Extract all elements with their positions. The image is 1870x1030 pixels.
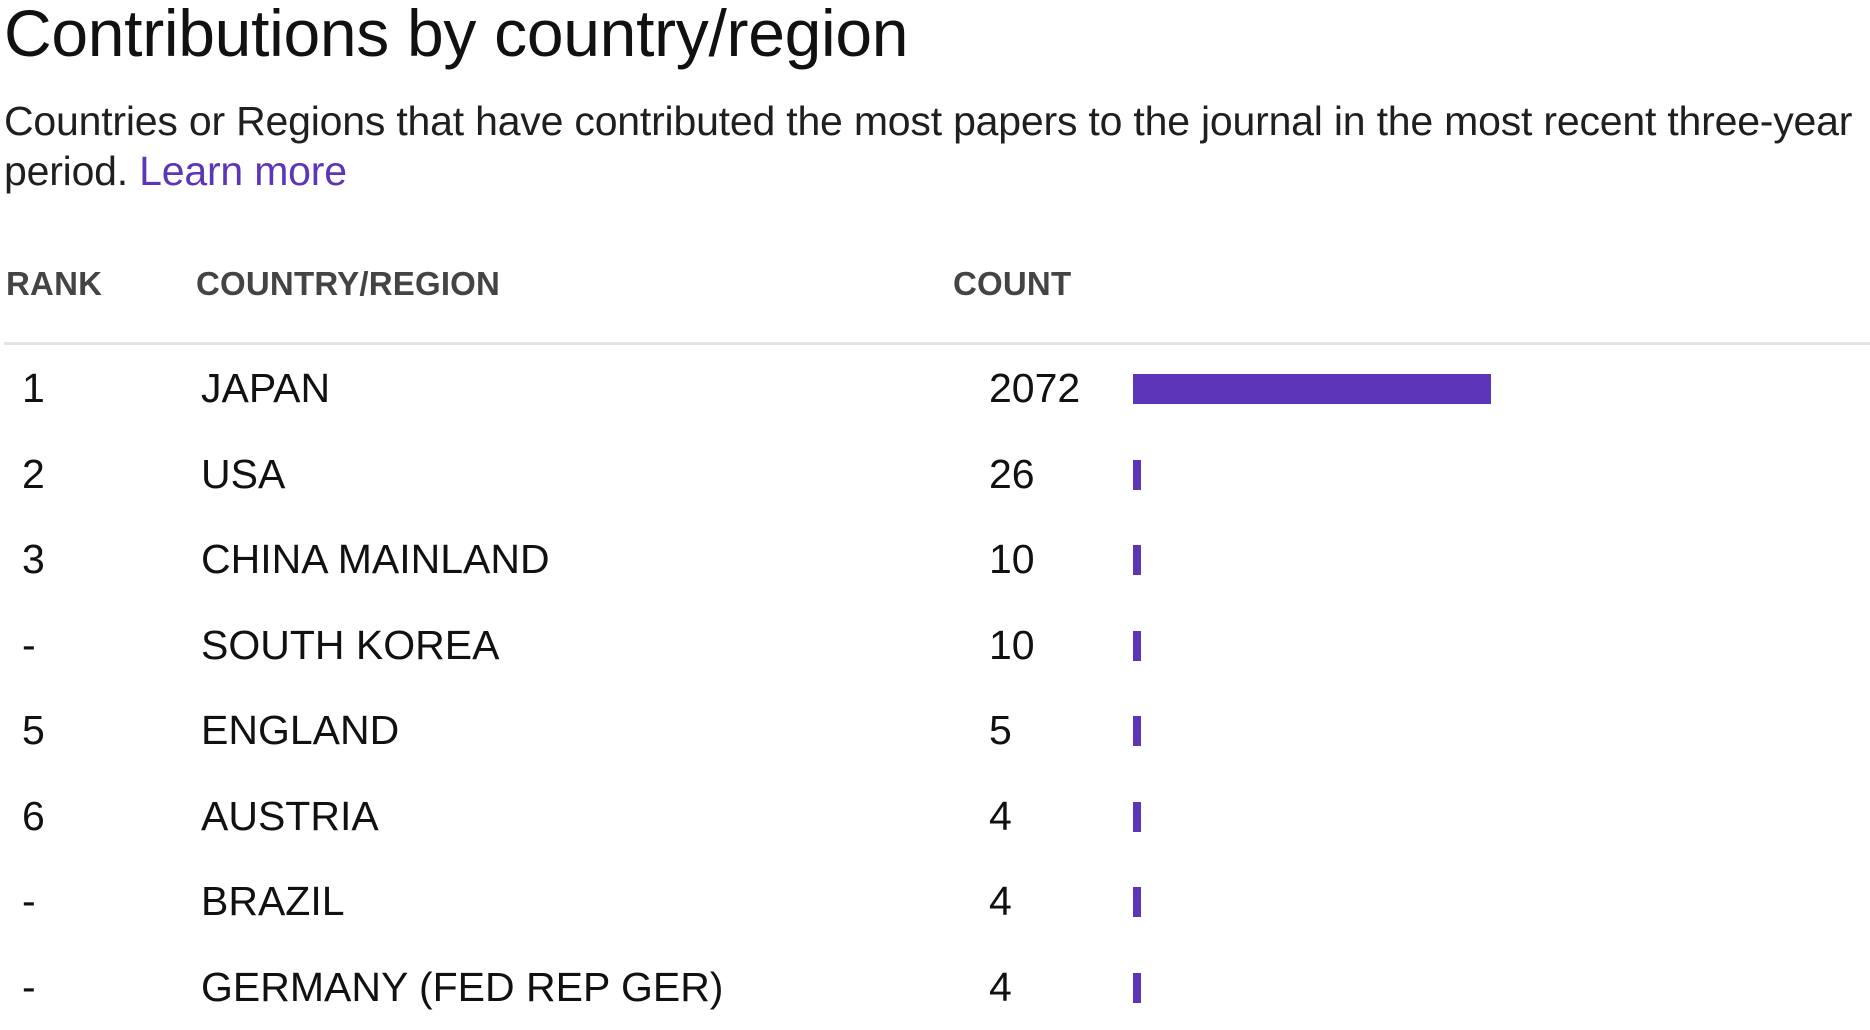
country-cell: CHINA MAINLAND — [201, 536, 550, 582]
count-cell: 4 — [989, 963, 1012, 1010]
count-cell: 5 — [989, 707, 1012, 753]
country-cell: ENGLAND — [201, 707, 400, 753]
learn-more-link[interactable]: Learn more — [139, 148, 347, 194]
table-row: 1 JAPAN 2072 — [0, 346, 1870, 431]
rank-cell: 2 — [22, 450, 45, 497]
rank-cell: - — [22, 878, 36, 924]
column-header-count: COUNT — [953, 265, 1072, 302]
table-row: 2 USA 26 — [0, 432, 1870, 517]
header-divider — [4, 342, 1870, 345]
count-cell: 26 — [989, 450, 1035, 497]
rank-cell: 1 — [22, 365, 45, 411]
count-bar — [1133, 545, 1141, 575]
page-title: Contributions by country/region — [4, 0, 909, 70]
country-cell: USA — [201, 450, 286, 497]
table-row: 5 ENGLAND 5 — [0, 688, 1870, 773]
rank-cell: 3 — [22, 536, 45, 582]
count-cell: 2072 — [989, 365, 1081, 411]
rank-cell: - — [22, 963, 36, 1010]
table-row: 6 AUSTRIA 4 — [0, 774, 1870, 859]
column-header-country: COUNTRY/REGION — [196, 265, 501, 302]
count-bar — [1133, 630, 1141, 661]
count-bar — [1133, 972, 1141, 1003]
rank-cell: 5 — [22, 707, 45, 753]
country-cell: AUSTRIA — [201, 792, 379, 839]
description-text: Countries or Regions that have contribut… — [4, 98, 1853, 194]
count-cell: 4 — [989, 878, 1012, 924]
country-cell: JAPAN — [201, 365, 331, 411]
count-bar — [1133, 887, 1141, 917]
table-row: - GERMANY (FED REP GER) 4 — [0, 945, 1870, 1030]
count-bar — [1133, 801, 1141, 832]
country-cell: GERMANY (FED REP GER) — [201, 963, 724, 1010]
count-bar — [1133, 459, 1141, 490]
count-bar — [1133, 716, 1141, 746]
table-row: 3 CHINA MAINLAND 10 — [0, 517, 1870, 602]
count-cell: 10 — [989, 621, 1035, 668]
country-cell: BRAZIL — [201, 878, 345, 924]
column-header-rank: RANK — [6, 265, 103, 302]
page-description: Countries or Regions that have contribut… — [4, 96, 1866, 196]
rank-cell: - — [22, 621, 36, 668]
count-cell: 4 — [989, 792, 1012, 839]
count-cell: 10 — [989, 536, 1035, 582]
country-cell: SOUTH KOREA — [201, 621, 500, 668]
count-bar — [1133, 374, 1491, 404]
rank-cell: 6 — [22, 792, 45, 839]
table-row: - SOUTH KOREA 10 — [0, 603, 1870, 688]
table-row: - BRAZIL 4 — [0, 859, 1870, 944]
